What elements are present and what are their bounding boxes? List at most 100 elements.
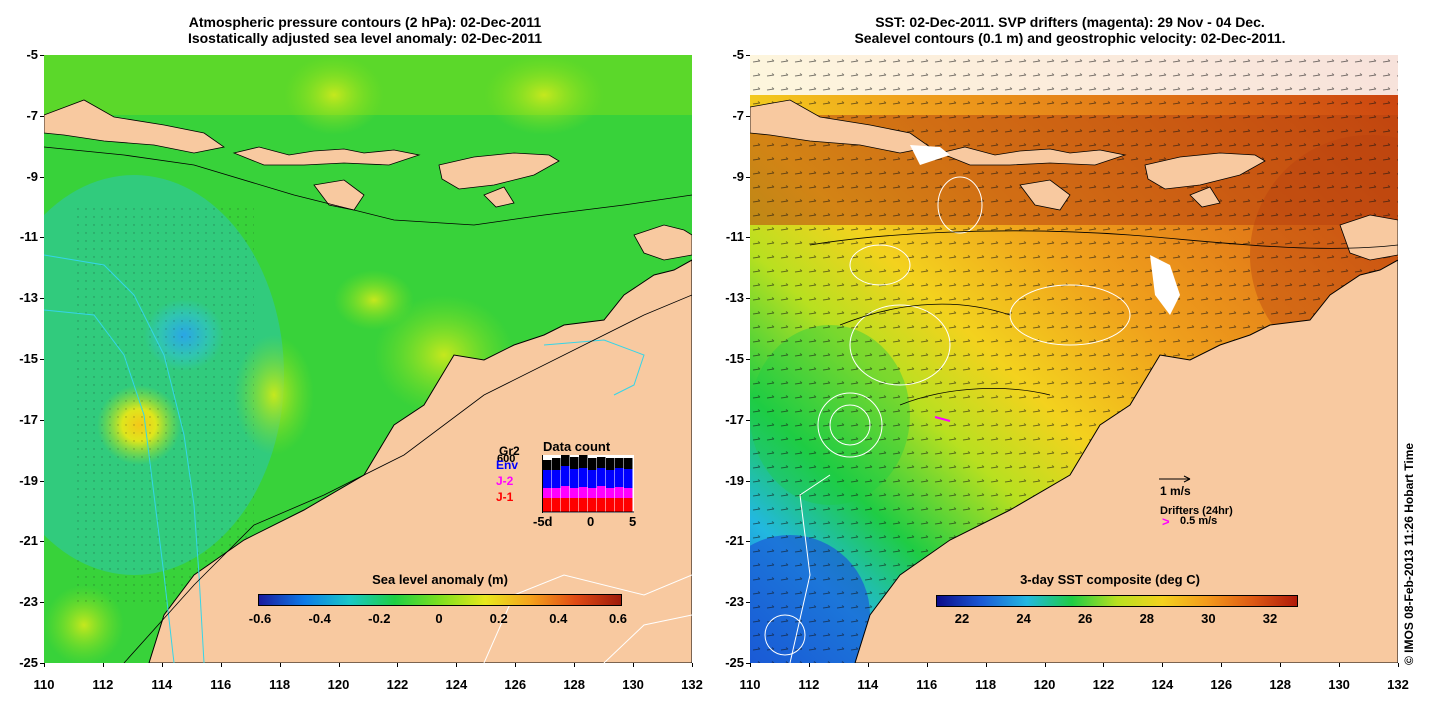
right-title-line2: Sealevel contours (0.1 m) and geostrophi…: [854, 30, 1286, 46]
data-count-bar-segment: [588, 458, 597, 470]
left-map-lon-tick: [102, 663, 104, 667]
left-colorbar: [258, 594, 622, 606]
right-map-lon-label: 130: [1328, 677, 1350, 692]
right-map-lat-label: -7: [732, 107, 744, 123]
left-map-lon-tick: [397, 663, 399, 667]
java-island: [44, 99, 225, 154]
left-map-lat-label: -19: [19, 472, 38, 488]
right-colorbar-tick-label: 30: [1201, 611, 1216, 626]
right-map-lat-label: -23: [725, 594, 744, 610]
right-map-lon-tick: [985, 663, 987, 667]
right-colorbar-tick-label: 26: [1077, 611, 1093, 626]
data-count-bar-segment: [579, 487, 588, 498]
left-map-lat-label: -5: [26, 47, 38, 62]
australia-mainland: [148, 259, 692, 663]
data-count-bar-segment: [561, 455, 570, 466]
sst-map: [750, 55, 1398, 663]
left-colorbar-tick-label: -0.2: [368, 611, 391, 626]
data-count-bar-segment: [570, 469, 579, 488]
right-colorbar-tick-label: 28: [1139, 611, 1155, 626]
data-count-bar-segment: [615, 487, 624, 498]
left-map-lat-tick: [40, 237, 44, 239]
data-count-bar-segment: [552, 470, 561, 488]
right-map-lat-label: -11: [725, 229, 744, 245]
left-map-lon-tick: [44, 663, 45, 667]
data-count-source-env: Env: [496, 458, 519, 472]
left-map-lon-label: 128: [563, 677, 586, 692]
left-map-lon-label: 122: [386, 677, 409, 692]
left-map-lon-label: 126: [504, 677, 527, 692]
timor-island: [438, 152, 560, 190]
data-count-bar-segment: [615, 458, 624, 468]
left-map-lat-label: -23: [19, 594, 38, 610]
left-map-lat-tick: [40, 480, 44, 482]
imos-credit: © IMOS 08-Feb-2013 11:26 Hobart Time: [1402, 442, 1416, 665]
data-count-bar-segment: [615, 468, 624, 487]
left-map-lat-tick: [40, 359, 44, 360]
data-count-source-j2: J-2: [496, 474, 514, 488]
right-map-lon-label: 132: [1387, 677, 1409, 692]
left-map-lon-tick: [515, 663, 517, 667]
right-map-lon-label: 120: [1033, 677, 1056, 692]
left-map-lon-label: 112: [92, 677, 114, 692]
left-map-lat-label: -11: [19, 229, 38, 245]
data-count-xtick-5: 5: [629, 514, 637, 529]
right-map-title: SST: 02-Dec-2011. SVP drifters (magenta)…: [790, 14, 1350, 46]
data-count-xtick-0: 0: [587, 514, 595, 529]
left-title-line1: Atmospheric pressure contours (2 hPa): 0…: [188, 14, 542, 30]
data-count-bar-segment: [606, 458, 615, 470]
right-map-lat-tick: [746, 541, 750, 543]
right-map-lon-label: 128: [1269, 677, 1292, 692]
right-map-lon-label: 112: [798, 677, 820, 692]
left-map-lat-tick: [40, 663, 44, 664]
velocity-legend-label: 1 m/s: [1160, 484, 1191, 498]
left-map-lon-tick: [456, 663, 458, 667]
left-map-lat-tick: [40, 602, 44, 604]
left-map-lat-tick: [40, 541, 44, 543]
right-map-lon-label: 116: [916, 677, 938, 692]
left-map-lon-label: 132: [681, 677, 703, 692]
drifter-track: [934, 416, 951, 422]
right-map-lat-tick: [746, 55, 750, 56]
right-map-lat-tick: [746, 602, 750, 604]
right-map-lat-tick: [746, 480, 750, 482]
data-count-bars: [542, 455, 634, 513]
left-map-lat-label: -17: [19, 411, 38, 427]
left-map-lat-label: -7: [26, 107, 38, 123]
data-count-bar-segment: [561, 486, 570, 498]
left-map-lon-tick: [279, 663, 281, 667]
data-count-source-j1: J-1: [496, 490, 514, 504]
right-title-line1: SST: 02-Dec-2011. SVP drifters (magenta)…: [875, 14, 1265, 30]
sea-level-anomaly-map: [44, 55, 692, 663]
left-colorbar-label: Sea level anomaly (m): [372, 572, 508, 587]
data-count-bar-segment: [624, 458, 633, 469]
left-map-lat-label: -25: [19, 655, 38, 670]
right-map-lat-tick: [746, 237, 750, 239]
right-map-lon-tick: [926, 663, 928, 667]
data-count-bar-segment: [597, 486, 606, 498]
right-map-lon-label: 126: [1210, 677, 1233, 692]
data-count-max: 600: [497, 453, 516, 465]
left-map-lon-tick: [633, 663, 635, 667]
left-map-lon-tick: [220, 663, 222, 667]
data-count-xtick-neg5: -5d: [533, 514, 553, 529]
right-map-lon-tick: [1398, 663, 1399, 667]
australia-mainland-sst: [854, 259, 1398, 663]
right-map-lat-label: -21: [725, 533, 744, 549]
left-map-lon-label: 124: [445, 677, 468, 692]
data-count-bar-segment: [552, 498, 561, 512]
left-colorbar-tick-label: 0.2: [489, 611, 508, 626]
left-map-lat-label: -21: [19, 533, 38, 549]
data-count-bar-segment: [588, 498, 597, 512]
left-map-lon-label: 118: [269, 677, 291, 692]
right-map-lon-tick: [1103, 663, 1105, 667]
right-map-lon-tick: [1162, 663, 1164, 667]
left-map-lat-tick: [40, 55, 44, 56]
lesser-sunda-islands: [232, 146, 421, 166]
right-map-lat-label: -19: [725, 472, 744, 488]
data-count-bar-segment: [624, 488, 633, 498]
left-map-lat-label: -15: [19, 351, 38, 366]
left-map-lat-tick: [40, 176, 44, 178]
left-colorbar-tick-label: 0.6: [608, 611, 628, 626]
right-map-lon-label: 122: [1092, 677, 1115, 692]
